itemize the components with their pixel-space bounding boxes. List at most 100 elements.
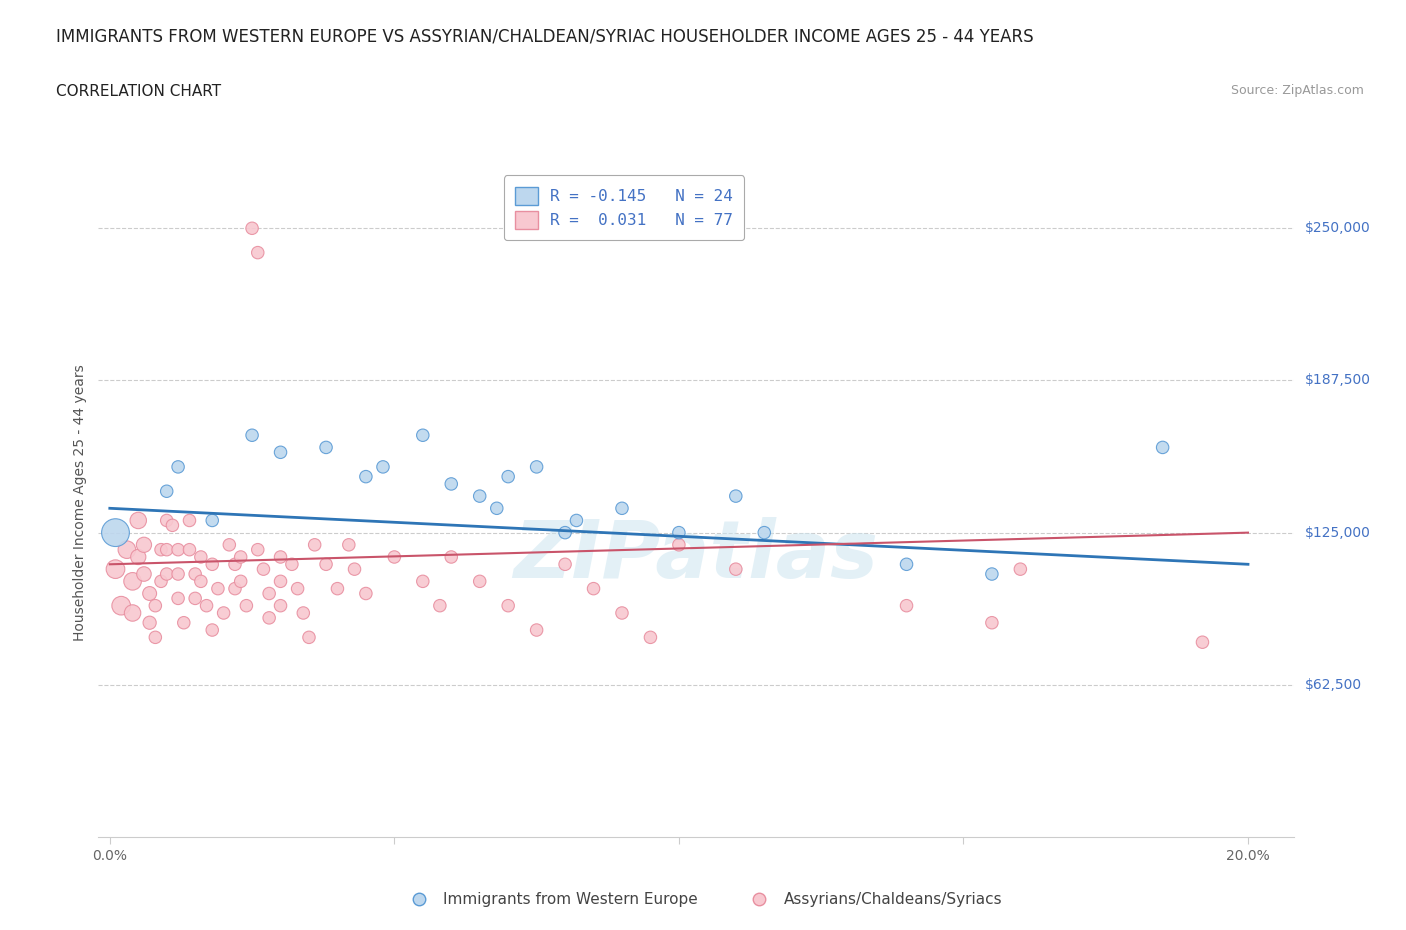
Point xyxy=(218,538,240,552)
Point xyxy=(526,459,548,474)
Point xyxy=(610,501,633,516)
Point xyxy=(496,470,519,485)
Point xyxy=(224,581,246,596)
Text: Source: ZipAtlas.com: Source: ZipAtlas.com xyxy=(1230,84,1364,97)
Point xyxy=(382,550,405,565)
Point xyxy=(412,428,434,443)
Point xyxy=(240,428,263,443)
Point xyxy=(565,513,588,528)
Point xyxy=(132,538,155,552)
Point xyxy=(167,459,190,474)
Point xyxy=(235,598,257,613)
Point xyxy=(224,557,246,572)
Point xyxy=(270,445,292,459)
Point xyxy=(1191,635,1213,650)
Point xyxy=(156,513,179,528)
Point xyxy=(980,616,1002,631)
Point xyxy=(610,605,633,620)
Point xyxy=(156,484,179,498)
Point xyxy=(526,622,548,637)
Point xyxy=(173,616,195,631)
Point xyxy=(668,538,690,552)
Point xyxy=(270,574,292,589)
Point xyxy=(229,550,252,565)
Point xyxy=(240,220,263,235)
Point xyxy=(184,591,207,605)
Text: $62,500: $62,500 xyxy=(1305,678,1362,692)
Point xyxy=(167,566,190,581)
Text: IMMIGRANTS FROM WESTERN EUROPE VS ASSYRIAN/CHALDEAN/SYRIAC HOUSEHOLDER INCOME AG: IMMIGRANTS FROM WESTERN EUROPE VS ASSYRI… xyxy=(56,28,1033,46)
Text: CORRELATION CHART: CORRELATION CHART xyxy=(56,84,221,99)
Point xyxy=(150,542,173,557)
Point xyxy=(179,513,201,528)
Point xyxy=(246,246,269,260)
Point xyxy=(184,566,207,581)
Point xyxy=(246,542,269,557)
Point xyxy=(195,598,218,613)
Y-axis label: Householder Income Ages 25 - 44 years: Householder Income Ages 25 - 44 years xyxy=(73,364,87,641)
Point xyxy=(315,440,337,455)
Point xyxy=(104,562,127,577)
Point xyxy=(429,598,451,613)
Point xyxy=(257,610,280,625)
Point xyxy=(326,581,349,596)
Point xyxy=(207,581,229,596)
Point xyxy=(201,513,224,528)
Point xyxy=(287,581,309,596)
Point xyxy=(162,518,184,533)
Text: $125,000: $125,000 xyxy=(1305,525,1371,539)
Point xyxy=(167,542,190,557)
Point xyxy=(121,605,143,620)
Point xyxy=(292,605,315,620)
Point xyxy=(354,470,377,485)
Point xyxy=(127,550,149,565)
Point xyxy=(554,525,576,540)
Point xyxy=(554,557,576,572)
Point xyxy=(354,586,377,601)
Point xyxy=(252,562,274,577)
Point xyxy=(110,598,132,613)
Point xyxy=(143,630,166,644)
Point xyxy=(896,557,918,572)
Legend: R = -0.145   N = 24, R =  0.031   N = 77: R = -0.145 N = 24, R = 0.031 N = 77 xyxy=(505,176,744,240)
Point xyxy=(190,574,212,589)
Point xyxy=(121,574,143,589)
Point xyxy=(143,598,166,613)
Point xyxy=(896,598,918,613)
Point xyxy=(138,586,160,601)
Point xyxy=(724,488,747,503)
Point xyxy=(138,616,160,631)
Point xyxy=(640,630,662,644)
Text: $187,500: $187,500 xyxy=(1305,374,1371,388)
Point xyxy=(468,574,491,589)
Point xyxy=(485,501,508,516)
Point xyxy=(212,605,235,620)
Point xyxy=(270,598,292,613)
Point xyxy=(304,538,326,552)
Point xyxy=(229,574,252,589)
Point xyxy=(201,557,224,572)
Point xyxy=(270,550,292,565)
Point xyxy=(412,574,434,589)
Text: $250,000: $250,000 xyxy=(1305,221,1371,235)
Point xyxy=(156,542,179,557)
Point xyxy=(190,550,212,565)
Point xyxy=(1152,440,1174,455)
Point xyxy=(150,574,173,589)
Point xyxy=(582,581,605,596)
Point xyxy=(668,525,690,540)
Point xyxy=(167,591,190,605)
Point xyxy=(724,562,747,577)
Point xyxy=(371,459,394,474)
Point xyxy=(298,630,321,644)
Point xyxy=(343,562,366,577)
Point xyxy=(132,566,155,581)
Text: ZIPatlas: ZIPatlas xyxy=(513,517,879,595)
Point xyxy=(257,586,280,601)
Legend: Immigrants from Western Europe, Assyrians/Chaldeans/Syriacs: Immigrants from Western Europe, Assyrian… xyxy=(398,886,1008,913)
Point xyxy=(115,542,138,557)
Point xyxy=(440,550,463,565)
Point xyxy=(156,566,179,581)
Point xyxy=(337,538,360,552)
Point xyxy=(281,557,304,572)
